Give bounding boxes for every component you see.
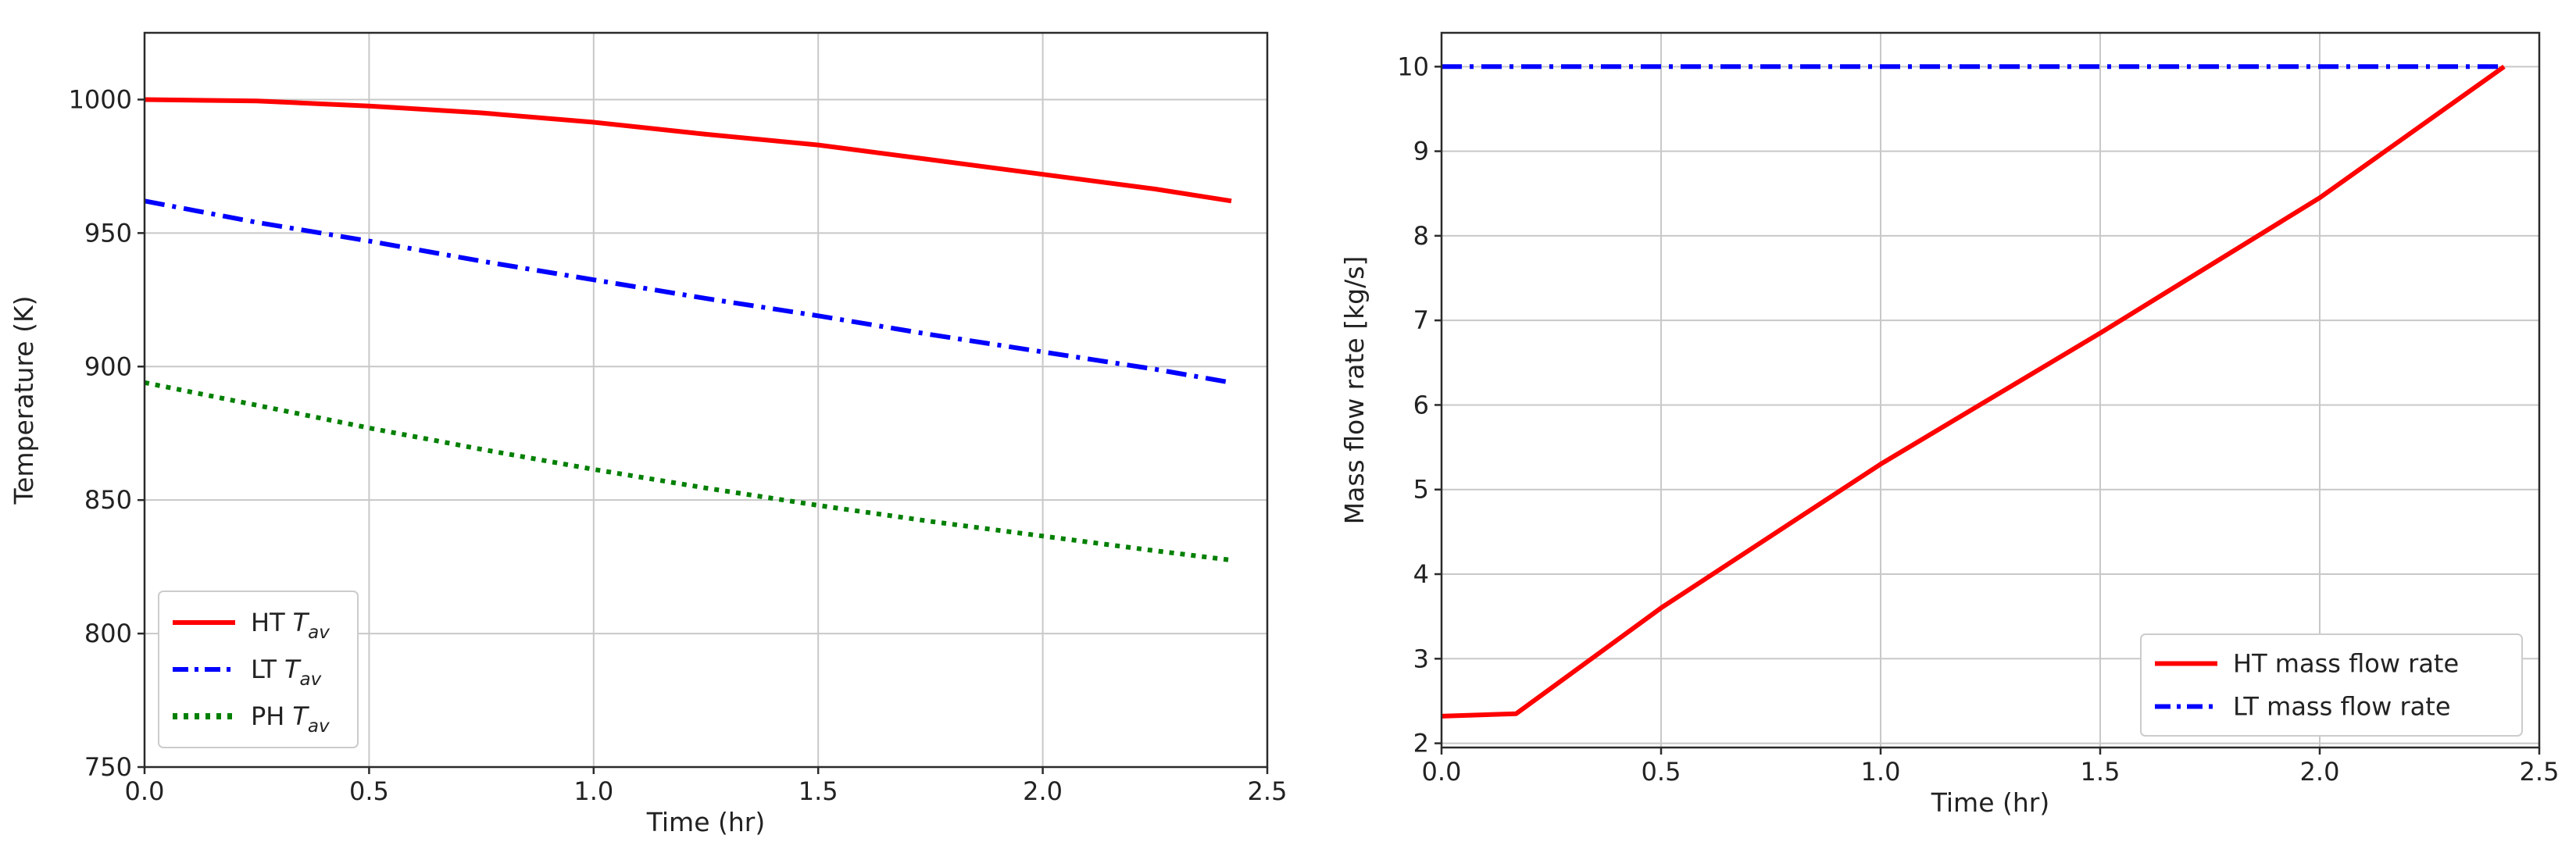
legend-subscript: av — [300, 669, 322, 690]
legend: HT mass flow rate LT mass flow rate — [2140, 633, 2523, 737]
legend-label: HT mass flow rate — [2233, 649, 2459, 679]
x-tick-label: 0.0 — [1422, 757, 1462, 787]
y-tick-label: 950 — [84, 218, 132, 248]
x-tick-label: 2.5 — [1248, 776, 1288, 806]
x-tick-label: 2.0 — [2300, 757, 2340, 787]
x-tick-label: 1.0 — [573, 776, 613, 806]
legend-series-name: HT mass flow rate — [2233, 649, 2459, 679]
series-line-ht — [144, 97, 1232, 204]
legend-label: LT Tav — [251, 655, 322, 690]
legend-label: LT mass flow rate — [2233, 692, 2451, 722]
x-tick-label: 1.5 — [2081, 757, 2120, 787]
temperature-chart: 0.0 0.5 1.0 1.5 2.0 2.5 750 800 850 900 950 1000 Tim… — [9, 31, 1288, 837]
legend-series-name: LT — [251, 655, 277, 684]
y-tick-label: 9 — [1413, 137, 1429, 166]
legend-subscript: av — [308, 623, 330, 643]
x-tick-label: 0.5 — [1642, 757, 1681, 787]
legend-label: PH Tav — [251, 701, 330, 737]
x-tick-label: 1.0 — [1861, 757, 1901, 787]
y-tick-label: 750 — [84, 752, 132, 782]
legend-var: T — [293, 608, 310, 637]
legend-series-name: PH — [251, 701, 284, 731]
legend-series-name: HT — [251, 608, 285, 637]
y-axis-label: Temperature (K) — [9, 296, 39, 505]
legend-box — [2140, 633, 2523, 737]
y-tick-label: 900 — [84, 351, 132, 381]
series-line-ph — [144, 380, 1232, 563]
legend-box — [158, 591, 359, 748]
legend-var: T — [284, 655, 302, 684]
y-tick-label: 10 — [1397, 52, 1429, 81]
x-tick-label: 2.5 — [2520, 757, 2560, 787]
x-axis-label: Time (hr) — [1931, 787, 2049, 818]
plot-frame — [143, 31, 1269, 769]
y-tick-label: 7 — [1413, 305, 1429, 335]
y-axis-label: Mass flow rate [kg/s] — [1339, 256, 1370, 525]
y-tick-label: 2 — [1413, 729, 1429, 758]
y-tick-label: 5 — [1413, 475, 1429, 505]
x-tick-label: 2.0 — [1023, 776, 1063, 806]
plot-frame — [1440, 31, 2541, 749]
x-axis-label: Time (hr) — [646, 807, 765, 837]
mass-flow-chart: 0.0 0.5 1.0 1.5 2.0 2.5 2 3 4 5 6 7 8 9 10 Time (hr) Mas… — [1339, 31, 2560, 818]
y-tick-label: 3 — [1413, 644, 1429, 673]
y-tick-label: 800 — [84, 619, 132, 648]
y-tick-label: 8 — [1413, 221, 1429, 251]
y-tick-label: 4 — [1413, 559, 1429, 589]
series-line-lt — [144, 198, 1232, 385]
x-tick-label: 1.5 — [799, 776, 838, 806]
legend-series-name: LT mass flow rate — [2233, 692, 2451, 722]
y-tick-label: 6 — [1413, 390, 1429, 419]
y-tick-label: 850 — [84, 485, 132, 515]
x-tick-label: 0.5 — [349, 776, 389, 806]
series-line-ht-mass-flow-rate — [1441, 64, 2506, 719]
x-tick-label: 0.0 — [125, 776, 165, 806]
y-tick-label: 1000 — [69, 84, 132, 114]
legend-label: HT Tav — [251, 608, 330, 643]
legend-subscript: av — [308, 716, 330, 737]
legend-var: T — [292, 701, 309, 731]
